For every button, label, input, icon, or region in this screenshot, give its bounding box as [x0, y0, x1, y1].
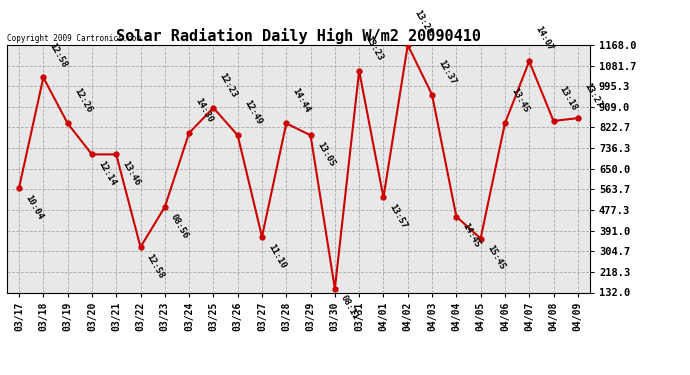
Text: 15:45: 15:45 — [485, 244, 506, 272]
Text: 13:27: 13:27 — [582, 82, 604, 110]
Text: 14:07: 14:07 — [533, 25, 555, 52]
Text: Copyright 2009 Cartronics.com: Copyright 2009 Cartronics.com — [7, 33, 141, 42]
Text: 12:26: 12:26 — [72, 87, 93, 115]
Text: 08:11: 08:11 — [339, 294, 360, 322]
Text: 13:57: 13:57 — [388, 202, 409, 230]
Text: 13:23: 13:23 — [364, 34, 385, 62]
Text: 14:30: 14:30 — [193, 96, 215, 124]
Text: 12:14: 12:14 — [97, 160, 117, 188]
Text: 13:05: 13:05 — [315, 141, 336, 168]
Text: 14:45: 14:45 — [461, 222, 482, 249]
Text: 14:44: 14:44 — [290, 87, 312, 115]
Text: 13:46: 13:46 — [121, 160, 142, 188]
Text: 12:23: 12:23 — [218, 71, 239, 99]
Text: 11:10: 11:10 — [266, 242, 288, 270]
Text: 10:04: 10:04 — [23, 193, 45, 221]
Text: 13:45: 13:45 — [509, 87, 531, 115]
Text: 12:37: 12:37 — [436, 58, 457, 86]
Text: 08:56: 08:56 — [169, 212, 190, 240]
Text: 12:58: 12:58 — [48, 41, 69, 69]
Text: 12:49: 12:49 — [242, 99, 264, 127]
Text: 13:28: 13:28 — [412, 9, 433, 36]
Text: 12:58: 12:58 — [145, 252, 166, 280]
Title: Solar Radiation Daily High W/m2 20090410: Solar Radiation Daily High W/m2 20090410 — [116, 28, 481, 44]
Text: 13:18: 13:18 — [558, 84, 579, 112]
